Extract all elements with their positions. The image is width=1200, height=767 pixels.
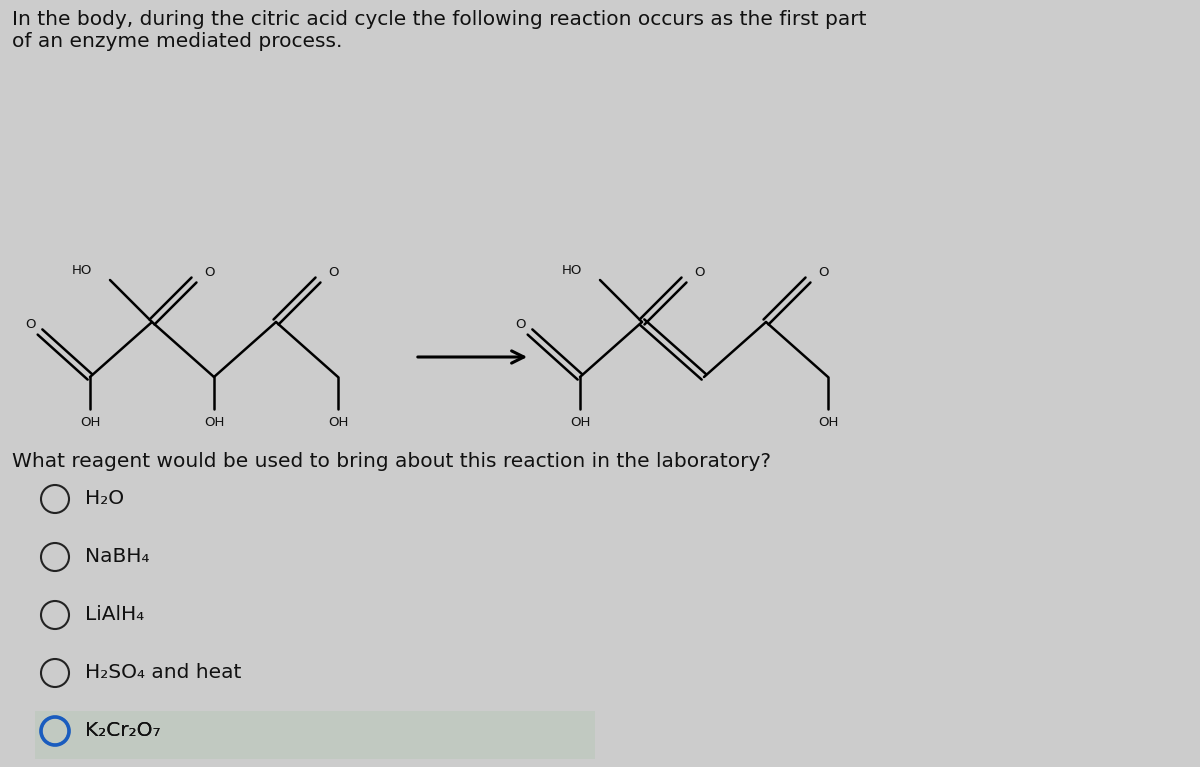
Text: of an enzyme mediated process.: of an enzyme mediated process. <box>12 32 342 51</box>
Text: NaBH₄: NaBH₄ <box>85 548 150 567</box>
Text: OH: OH <box>80 416 100 429</box>
FancyBboxPatch shape <box>35 711 595 759</box>
Text: H₂SO₄ and heat: H₂SO₄ and heat <box>85 663 241 683</box>
Text: O: O <box>328 265 338 278</box>
Text: K₂Cr₂O₇: K₂Cr₂O₇ <box>85 722 161 740</box>
Text: OH: OH <box>328 416 348 429</box>
Text: O: O <box>25 318 35 331</box>
Text: OH: OH <box>204 416 224 429</box>
Text: In the body, during the citric acid cycle the following reaction occurs as the f: In the body, during the citric acid cycl… <box>12 10 866 29</box>
Text: O: O <box>204 265 215 278</box>
Text: O: O <box>515 318 526 331</box>
Text: O: O <box>818 265 828 278</box>
Text: K₂Cr₂O₇: K₂Cr₂O₇ <box>85 722 161 740</box>
Text: HO: HO <box>72 264 92 276</box>
Text: HO: HO <box>562 264 582 276</box>
Text: OH: OH <box>818 416 838 429</box>
Text: What reagent would be used to bring about this reaction in the laboratory?: What reagent would be used to bring abou… <box>12 452 772 471</box>
Text: OH: OH <box>570 416 590 429</box>
Text: O: O <box>694 265 704 278</box>
Text: H₂O: H₂O <box>85 489 124 509</box>
Text: LiAlH₄: LiAlH₄ <box>85 605 144 624</box>
